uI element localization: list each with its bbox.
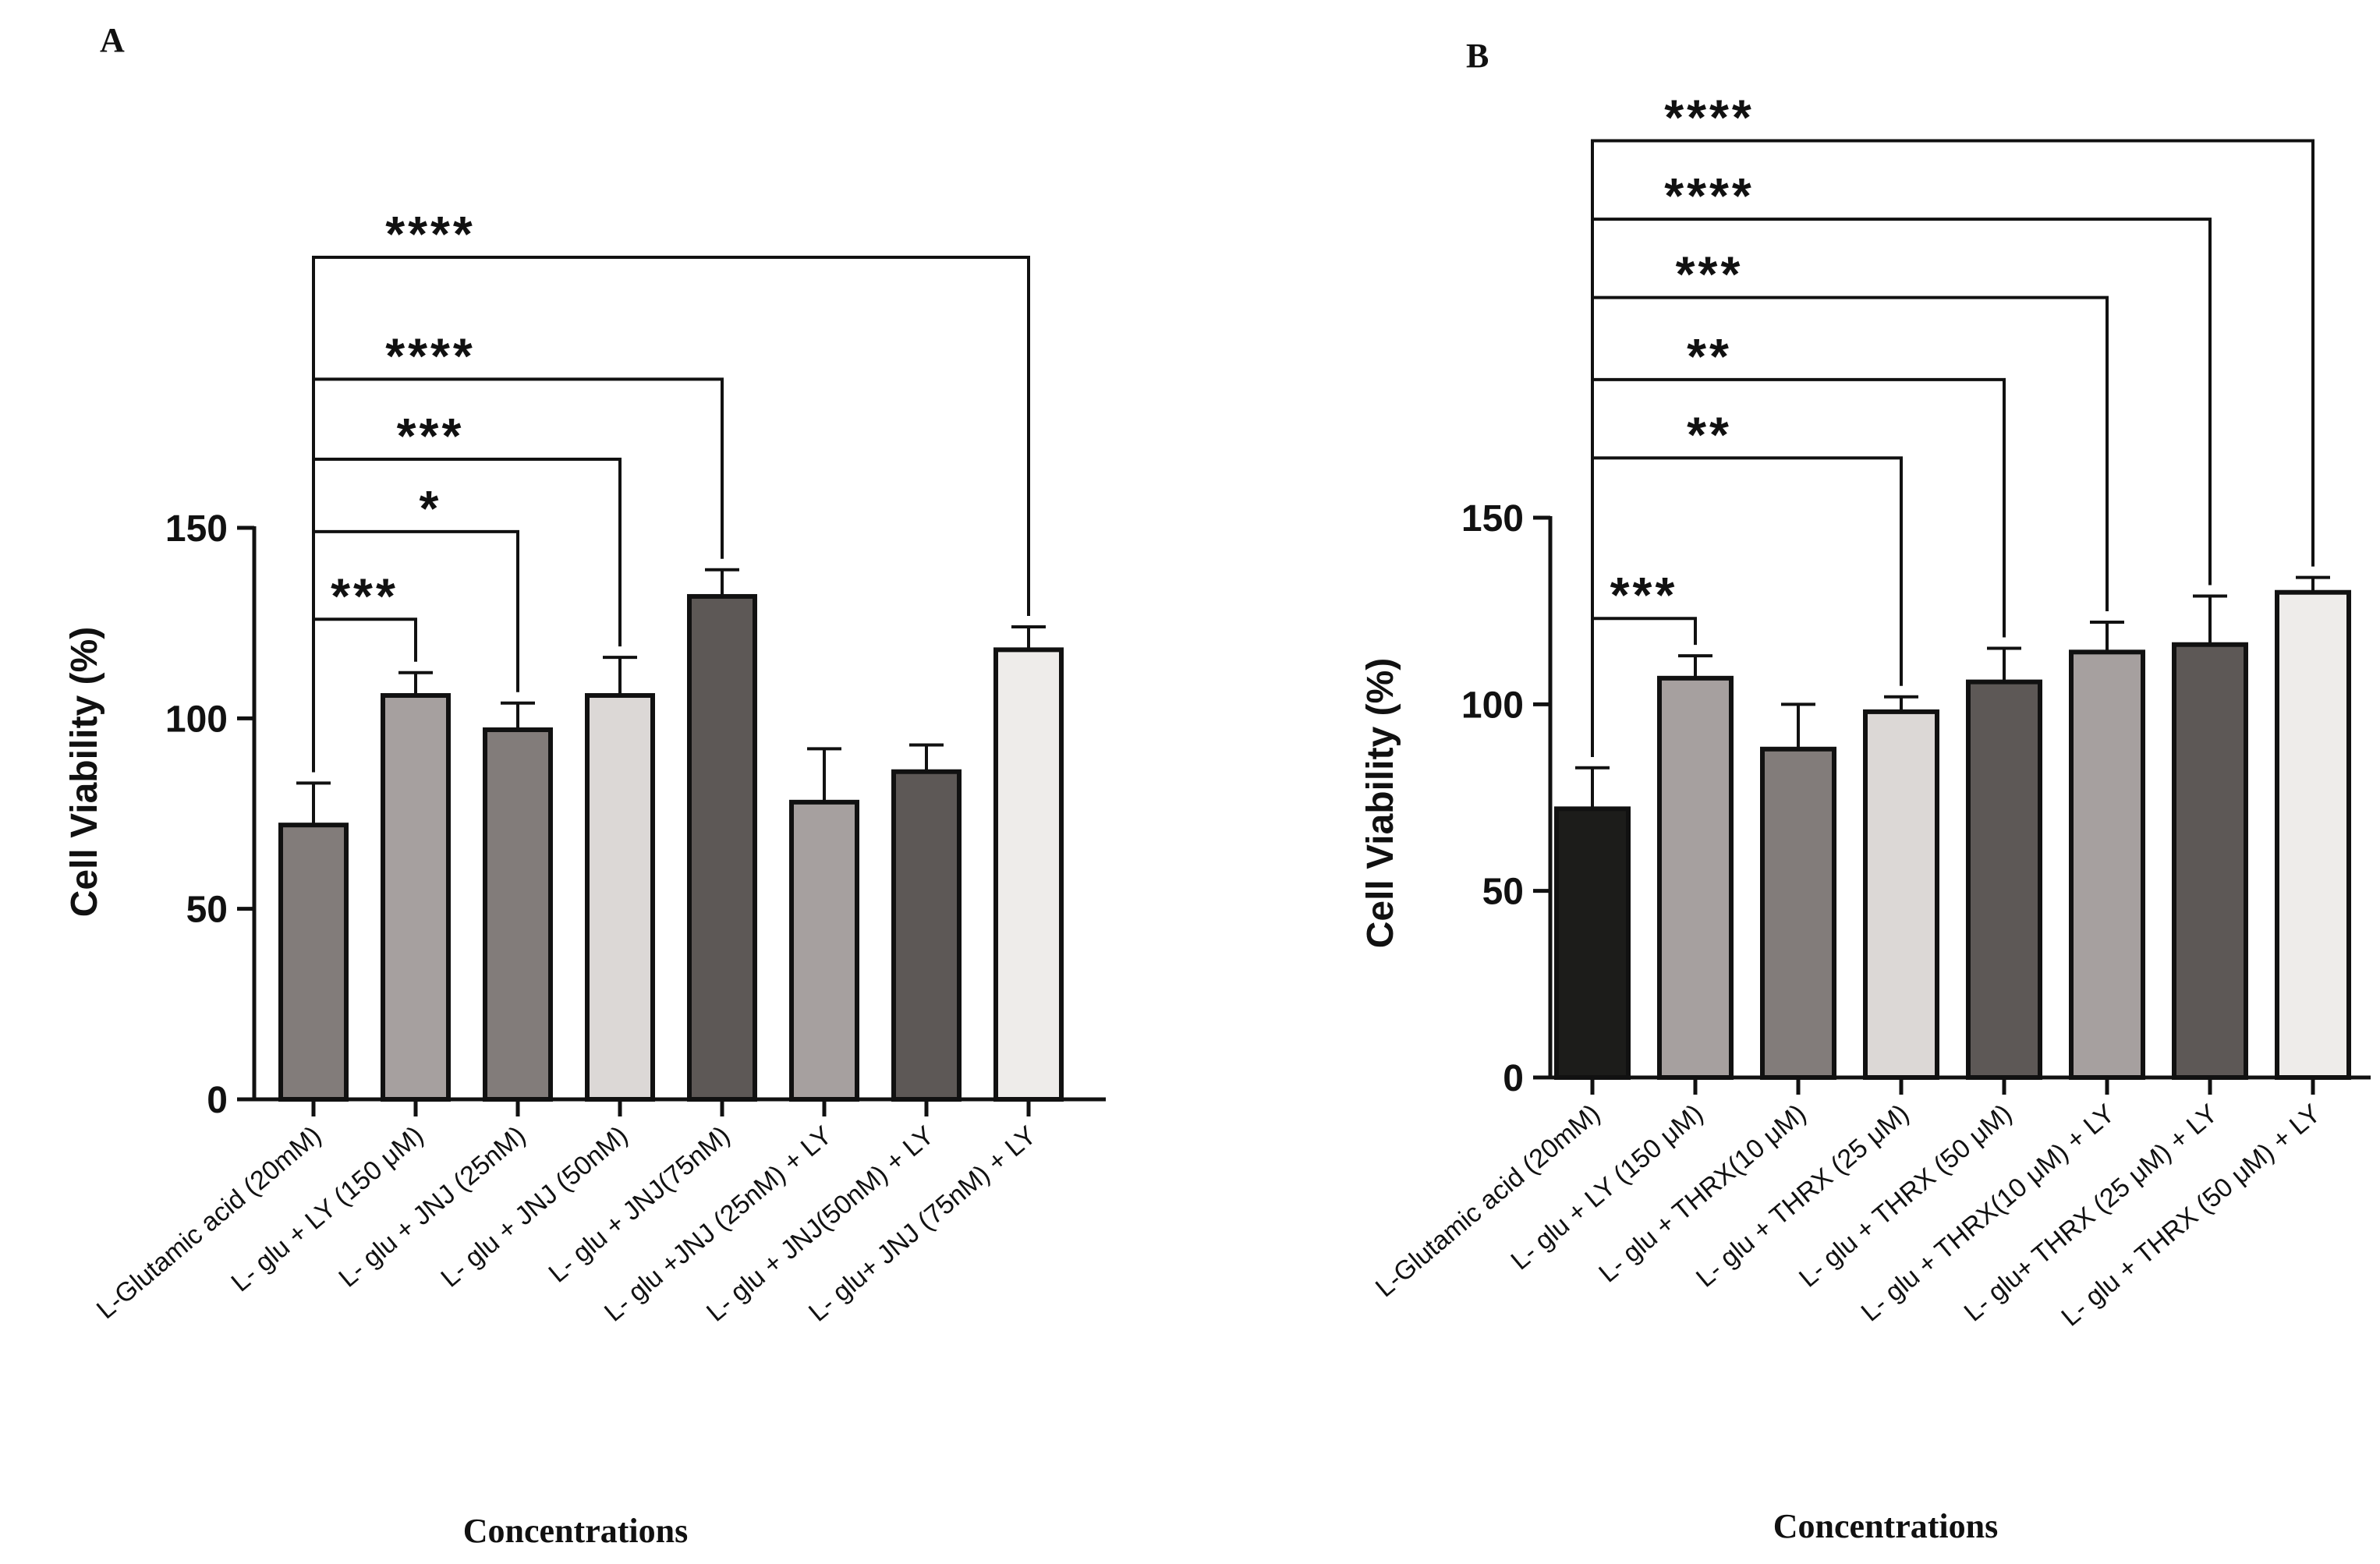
panel-b-x-axis-label: Concentrations: [1773, 1507, 1998, 1545]
panel-a-bar: [381, 693, 451, 1102]
panel-a-significance-label: ***: [331, 568, 398, 624]
panel-b-bar: [2275, 589, 2351, 1080]
panel-a-significance-label: ***: [397, 408, 465, 464]
panel-a-significance-label: ****: [385, 327, 476, 384]
panel-b-y-tick-label: 150: [1461, 498, 1524, 540]
panel-b-significance-label: **: [1687, 406, 1732, 462]
panel-a-category-label: L- glu + JNJ (25nM): [333, 1120, 531, 1293]
panel-a-bar: [993, 647, 1064, 1102]
panel-a-category-label: L- glu + JNJ(75nM): [544, 1120, 736, 1289]
panel-b-y-tick-label: 100: [1461, 685, 1524, 726]
panel-b-significance-label: ***: [1676, 246, 1744, 303]
panel-b-bar: [1863, 709, 1939, 1080]
panel-a-significance-label: ****: [385, 206, 476, 262]
panel-a-category-label: L- glu + JNJ (50nM): [435, 1120, 633, 1293]
panel-b-label: B: [1466, 37, 1489, 75]
panel-a-bar: [278, 823, 349, 1102]
panel-b-bar: [1657, 675, 1734, 1080]
panel-a-significance-label: *: [420, 480, 442, 536]
panel-a-y-tick-label: 100: [165, 699, 228, 740]
panel-b-bar: [1760, 746, 1836, 1080]
panel-a: A Cell Viability (%) Concentrations 0 50 1…: [64, 21, 1106, 1550]
panel-b-y-tick-label: 50: [1482, 872, 1524, 913]
panel-a-bar: [585, 693, 655, 1102]
panel-b-significance-bracket: [1591, 139, 2314, 757]
panel-b-bar: [1966, 679, 2042, 1080]
panel-a-y-tick-label: 0: [207, 1080, 228, 1121]
panel-b-significance-label: ****: [1664, 90, 1755, 146]
panel-a-y-tick-label: 50: [186, 890, 228, 931]
panel-a-x-axis-label: Concentrations: [463, 1512, 688, 1550]
panel-a-bar: [483, 727, 553, 1102]
panel-a-y-tick-label: 150: [165, 508, 228, 550]
panel-a-bar: [789, 799, 859, 1102]
panel-a-y-axis-label: Cell Viability (%): [64, 627, 105, 918]
panel-b-bar: [2069, 649, 2145, 1080]
panel-b-significance-label: ****: [1664, 168, 1755, 224]
panel-a-label: A: [100, 21, 125, 59]
panel-b-bar: [2172, 642, 2248, 1080]
panel-b-y-tick-label: 0: [1503, 1058, 1524, 1099]
panel-a-category-label: L- glu + LY (150 μM): [225, 1120, 429, 1297]
panel-a-bar: [687, 593, 757, 1102]
panel-b-category-label: L- glu + LY (150 μM): [1505, 1099, 1709, 1276]
panel-b-y-axis-label: Cell Viability (%): [1360, 658, 1401, 949]
panel-b-bar: [1554, 806, 1631, 1080]
panel-b-significance-label: **: [1687, 328, 1732, 384]
panel-b: B Cell Viability (%) Concentrations 0 50 1…: [1360, 37, 2371, 1545]
panel-a-bar: [891, 769, 962, 1102]
panel-a-significance-bracket: [312, 256, 1030, 773]
panel-b-significance-label: ***: [1610, 567, 1678, 623]
